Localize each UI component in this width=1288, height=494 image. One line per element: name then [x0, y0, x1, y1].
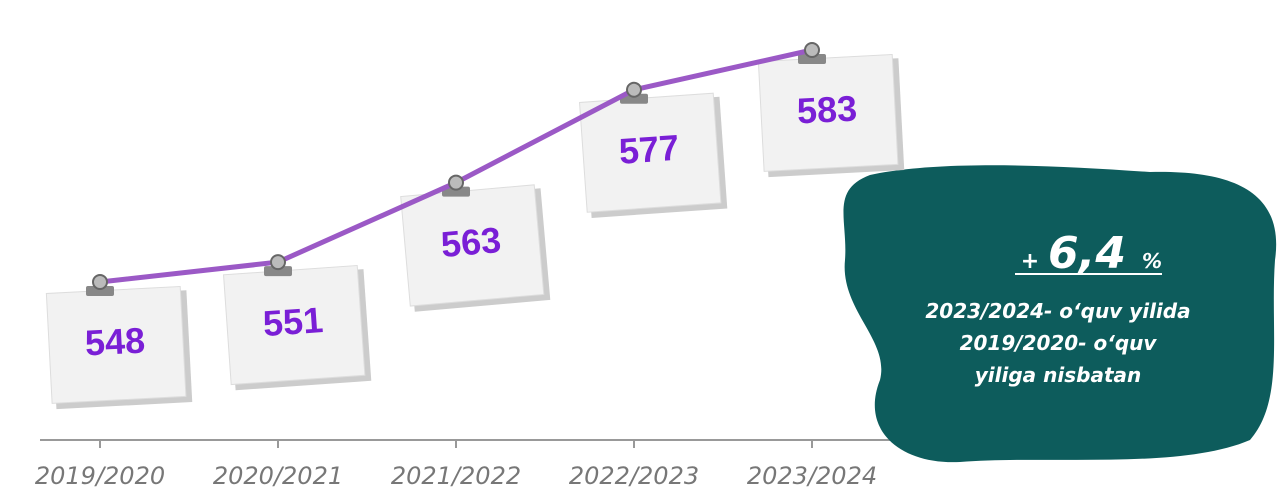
annotation-line: 2019/2020- o‘quv: [960, 331, 1158, 355]
clip: [798, 54, 826, 64]
point: [804, 42, 820, 58]
point: [92, 274, 108, 290]
clip: [442, 186, 470, 197]
note: 551: [222, 264, 372, 391]
clip: [86, 286, 114, 296]
clip: [264, 266, 292, 277]
point: [270, 254, 286, 271]
data-label: 551: [262, 299, 325, 344]
annotation-sign: +: [1021, 249, 1039, 274]
x-tick-label: 2023/2024: [747, 462, 877, 490]
point: [448, 174, 464, 191]
annotation-value: 6,4: [1048, 228, 1126, 279]
note: 577: [578, 92, 728, 218]
data-label: 563: [439, 219, 502, 265]
annotation-line: yiliga nisbatan: [975, 363, 1141, 387]
data-label: 548: [84, 319, 146, 363]
data-label: 577: [618, 127, 681, 172]
data-label: 583: [796, 87, 858, 131]
note: 548: [45, 285, 193, 410]
point: [626, 81, 642, 98]
note: 563: [400, 184, 551, 312]
x-tick-label: 2022/2023: [569, 462, 699, 490]
x-tick-label: 2019/2020: [35, 462, 165, 490]
x-tick-label: 2020/2021: [213, 462, 343, 490]
annotation-line: 2023/2024- o‘quv yilida: [925, 299, 1190, 323]
annotation-unit: %: [1142, 249, 1162, 273]
callout-blob: [843, 165, 1277, 463]
x-tick-label: 2021/2022: [391, 462, 521, 490]
clip: [620, 93, 648, 104]
note: 583: [757, 53, 905, 178]
